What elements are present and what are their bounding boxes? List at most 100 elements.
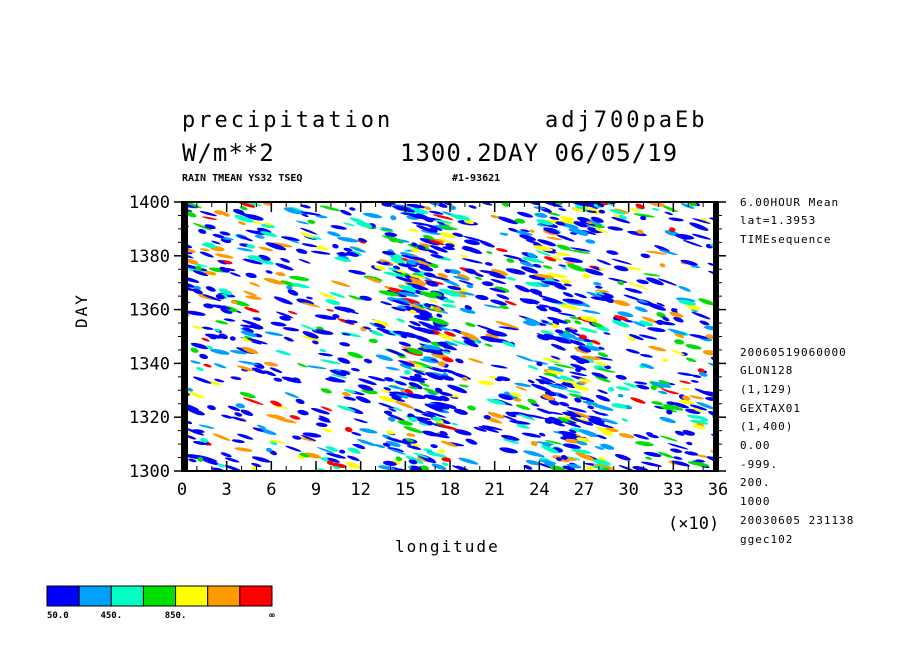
precip-cell [283,336,294,342]
precip-cell [579,327,598,334]
precip-cell [574,293,587,299]
precip-cell [533,245,553,252]
precip-cell [502,415,518,422]
precip-cell [590,296,610,301]
precip-cell [664,211,674,216]
precip-cell [235,202,256,208]
precip-cell [242,258,263,265]
precip-cell [562,292,574,298]
precip-cell [319,359,341,365]
colorbar-swatch [142,585,177,607]
precip-cell [387,447,404,453]
precip-cell [543,227,560,235]
precip-cell [486,250,493,255]
precip-cell [689,334,709,339]
precip-cell [229,350,248,355]
precip-cell [302,331,319,339]
precip-cell [596,434,607,440]
precip-cell [437,341,457,351]
precip-cell [547,316,568,324]
precip-cell [517,211,534,218]
precip-cell [600,376,608,379]
precip-cell [429,317,449,326]
precip-cell [258,246,274,252]
precip-cell [580,316,599,322]
precip-cell [382,261,391,265]
precip-cell [587,405,595,410]
precip-cell [543,373,558,377]
precip-cell [514,230,533,236]
precip-cell [538,432,546,437]
precip-cell [462,245,482,254]
precip-cell [611,216,631,224]
precip-cell [617,311,634,318]
precip-cell [382,331,396,336]
precip-cell [219,266,230,273]
precip-cell [306,296,313,300]
precip-cell [496,294,510,300]
precip-cell [407,348,424,355]
precip-cell [521,432,542,438]
precip-cell [659,263,666,268]
precip-cell [409,320,421,327]
precip-cell [630,397,646,404]
precip-cell [566,463,582,469]
colorbar-label: ∞ [269,611,275,621]
precip-cell [406,433,416,437]
precip-cell [234,447,253,452]
precip-cell [407,266,421,273]
precip-cell [397,263,412,268]
x-tick-label: 0 [177,480,187,500]
precip-cell [544,439,563,445]
precip-cell [698,298,715,306]
precip-cell [570,427,581,433]
precip-cell [434,387,443,394]
precip-cell [373,319,390,327]
precip-cell [481,425,503,431]
precip-cell [221,414,233,419]
precip-cell [527,379,535,384]
precip-cell [258,254,271,261]
precip-cell [557,312,576,317]
precip-cell [438,333,455,341]
precip-cell [214,378,225,383]
precip-cell [525,414,547,420]
precip-cell [438,237,457,246]
precip-cell [201,326,214,330]
precip-cell [670,349,685,356]
x-multiplier-label: (×10) [668,514,720,534]
precip-cell [235,403,246,409]
precip-cell [597,421,605,426]
precip-cell [301,213,309,218]
precip-cell [426,348,444,355]
precip-cell [406,203,426,209]
precip-cell [283,207,301,215]
precip-cell [204,271,217,276]
precip-cell [329,291,346,298]
precip-cell [638,334,658,340]
precip-cell [592,404,614,411]
precip-cell [596,426,614,435]
precip-cell [240,330,258,338]
precip-cell [593,282,602,286]
precip-cell [260,231,277,238]
precip-cell [667,443,689,450]
precip-cell [605,297,614,304]
precip-cell [408,382,423,390]
precip-cell [407,386,419,390]
precip-cell [464,239,480,246]
precip-cell [546,370,563,375]
precip-cell [212,233,225,239]
precip-cell [336,252,347,257]
right-edge-strip [713,202,718,471]
precip-cell [634,306,648,313]
precip-cell [203,363,212,368]
precip-cell [447,285,462,291]
precip-cell [451,422,458,426]
precip-cell [678,299,697,306]
precip-cell [356,221,373,228]
precip-cell [339,449,346,454]
precip-cell [398,239,410,243]
precip-cell [635,384,650,390]
precip-cell [241,319,262,328]
